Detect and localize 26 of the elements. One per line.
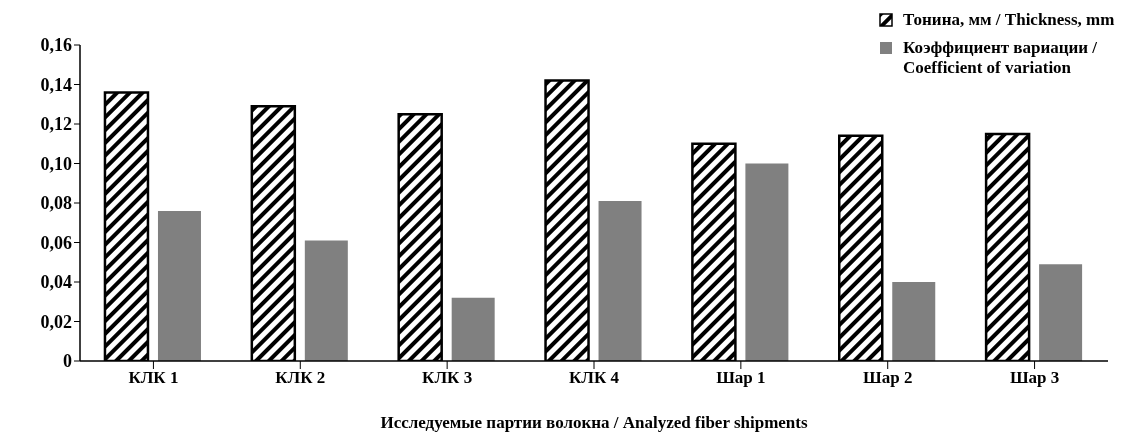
x-tick-label: Шар 3	[1009, 368, 1060, 388]
y-tick-label: 0,02	[40, 311, 72, 332]
x-tick-label: КЛК 4	[568, 368, 620, 388]
bar	[745, 163, 789, 361]
legend-label: Тонина, мм / Thickness, mm	[903, 10, 1115, 30]
x-axis-title: Исследуемые партии волокна / Analyzed fiber shipments	[380, 413, 808, 432]
y-tick-label: 0,16	[40, 35, 72, 56]
bar	[598, 201, 642, 361]
bar	[157, 210, 201, 361]
bar	[892, 282, 936, 361]
bar	[304, 240, 348, 361]
x-tick-label: КЛК 2	[275, 368, 326, 388]
x-tick-label: КЛК 3	[422, 368, 473, 388]
bar	[1039, 264, 1083, 361]
y-tick-label: 0,04	[40, 272, 72, 293]
y-tick-label: 0,08	[40, 193, 72, 214]
bar	[451, 297, 495, 361]
x-tick-label: Шар 2	[863, 368, 913, 388]
y-tick-label: 0	[63, 351, 72, 372]
x-tick-label: Шар 1	[716, 368, 766, 388]
y-tick-label: 0,14	[40, 74, 72, 95]
legend-label: Коэффициент вариации / Coefficient of variation	[903, 38, 1099, 78]
y-tick-label: 0,10	[40, 153, 72, 174]
y-tick-label: 0,06	[40, 232, 72, 253]
y-tick-label: 0,12	[40, 114, 72, 135]
x-tick-label: КЛК 1	[128, 368, 179, 388]
